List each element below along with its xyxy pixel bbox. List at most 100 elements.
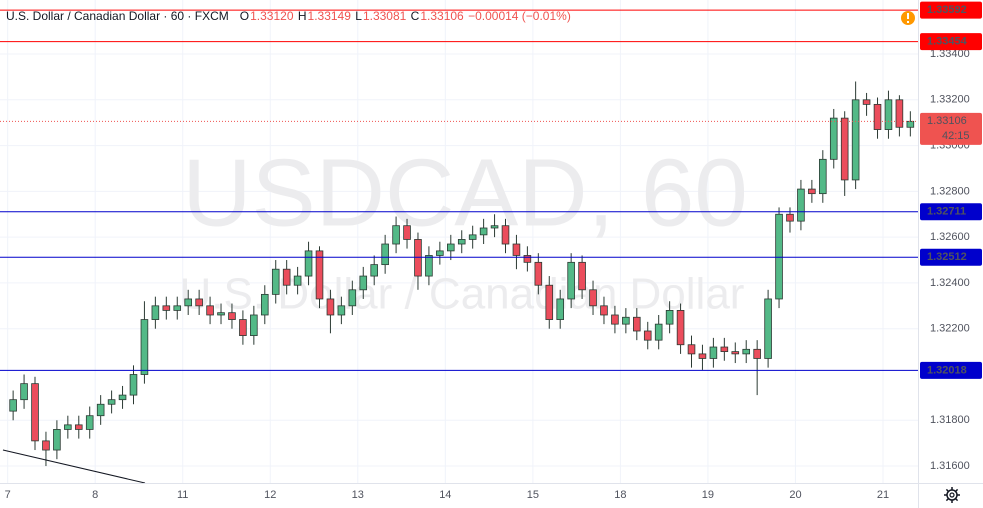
candle-body <box>490 225 499 229</box>
candle-body <box>906 120 915 128</box>
candle-body <box>271 268 280 295</box>
legend-label: L <box>355 9 362 23</box>
candle-body <box>162 305 171 311</box>
candle-body <box>239 319 247 336</box>
candle-body <box>260 293 269 316</box>
y-tick-label: 1.32400 <box>930 277 970 289</box>
candle-body <box>370 264 378 277</box>
x-tick-label: 21 <box>877 489 889 501</box>
candle-body <box>173 305 182 311</box>
settings-icon[interactable] <box>944 487 960 503</box>
trend-line <box>2 449 146 484</box>
candle-body <box>337 305 346 316</box>
candle-body <box>862 99 871 105</box>
candle-body <box>53 429 61 451</box>
candle-body <box>512 243 521 256</box>
candle-body <box>468 234 477 240</box>
candle-body <box>9 399 17 412</box>
candle-body <box>96 403 105 417</box>
candle-body <box>392 225 400 245</box>
candle-body <box>556 298 565 320</box>
x-tick-label: 18 <box>614 489 626 501</box>
candle-body <box>479 227 488 236</box>
candle-body <box>151 305 160 320</box>
legend-value: 1.33081 <box>362 9 407 23</box>
candle-body <box>665 310 674 325</box>
candle-body <box>895 99 904 128</box>
candle-body <box>348 289 357 307</box>
y-tick-label: 1.33400 <box>930 48 970 60</box>
candle-body <box>786 213 794 222</box>
candle-body <box>326 298 335 316</box>
x-tick-label: 13 <box>352 489 364 501</box>
candle-body <box>534 261 543 286</box>
candle-body <box>195 298 203 307</box>
level-label-box <box>920 33 982 51</box>
candle-body <box>293 275 302 286</box>
candle-body <box>873 103 882 130</box>
level-label-box <box>920 248 982 266</box>
level-label-box <box>920 361 982 379</box>
candle-body <box>118 394 127 401</box>
candle-body <box>797 188 805 222</box>
y-tick-label: 1.33200 <box>930 94 970 106</box>
candle-body <box>315 250 324 300</box>
y-tick-label: 1.32600 <box>930 231 970 243</box>
legend-value: 1.33149 <box>307 9 351 23</box>
candle-body <box>403 225 411 240</box>
last-price-box <box>920 112 982 145</box>
chart-header: U.S. Dollar / Canadian Dollar · 60 · FXC… <box>6 9 572 23</box>
legend-label: C <box>410 9 420 23</box>
candle-body <box>840 117 849 181</box>
price-axis: 1.31600 1.31800 1.32200 1.32400 1.32600 1.328… <box>5 1 982 501</box>
candle-body <box>622 316 630 325</box>
candle-body <box>731 351 740 355</box>
candle-body <box>425 255 433 277</box>
level-label: 1.32018 <box>927 364 967 376</box>
candle-body <box>819 158 827 195</box>
candle-body <box>643 330 652 341</box>
candle-body <box>140 319 149 375</box>
candle-body <box>228 312 236 320</box>
y-tick-label: 1.32800 <box>930 185 970 197</box>
candle-body <box>74 424 83 430</box>
x-tick-label: 7 <box>5 489 11 501</box>
candle-body <box>709 346 718 359</box>
candle-body <box>129 374 138 396</box>
candle-body <box>654 323 663 341</box>
candle-body <box>457 239 466 245</box>
candle-body <box>808 188 816 195</box>
candle-body <box>381 243 389 266</box>
chart-title: U.S. Dollar / Canadian Dollar · 60 · FXC… <box>6 9 229 23</box>
y-tick-label: 1.32200 <box>930 323 970 335</box>
candle-body <box>501 225 510 245</box>
candle-body <box>589 289 597 307</box>
candle-body <box>764 298 772 359</box>
candle-body <box>753 348 761 359</box>
alert-mark <box>907 13 909 19</box>
level-label: 1.33592 <box>927 4 967 16</box>
level-label: 1.33454 <box>927 36 968 48</box>
y-tick-label: 1.31600 <box>930 460 970 472</box>
alert-dot <box>907 21 909 23</box>
level-label: 1.32711 <box>927 206 966 218</box>
candle-body <box>578 261 586 291</box>
level-label-box <box>920 203 982 221</box>
candle-body <box>775 213 783 300</box>
countdown: 42:15 <box>942 130 970 142</box>
x-tick-label: 20 <box>789 489 801 501</box>
candle-body <box>687 344 696 355</box>
candle-body <box>829 117 838 160</box>
grid <box>0 0 918 483</box>
candle-body <box>282 268 291 286</box>
candle-body <box>884 99 893 130</box>
y-tick-label: 1.31800 <box>930 414 970 426</box>
candle-body <box>676 310 685 346</box>
candle-body <box>436 250 444 256</box>
candle-body <box>206 305 214 316</box>
level-label-box <box>920 1 982 19</box>
alert-icon[interactable] <box>901 11 915 25</box>
candle-body <box>42 440 50 451</box>
